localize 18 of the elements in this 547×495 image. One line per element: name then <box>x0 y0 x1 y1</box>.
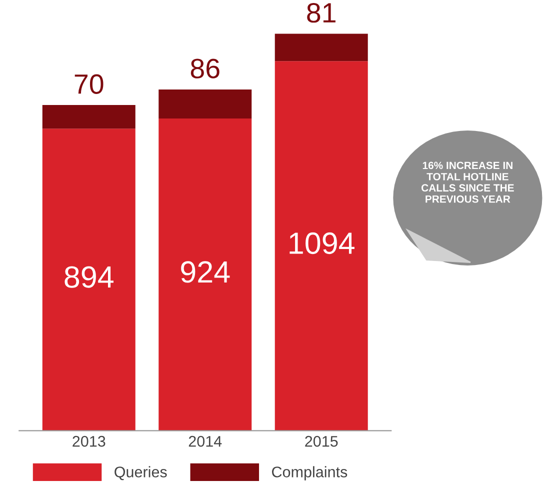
data-label: 894 <box>64 266 114 288</box>
bar <box>158 118 252 431</box>
text: 16% INCREASE IN TOTAL HOTLINE CALLS SINCE THE PREVIOUS YEAR <box>422 162 514 203</box>
bar <box>158 89 252 119</box>
x-tick-label: 2013 <box>72 436 106 447</box>
bar <box>42 128 136 431</box>
data-label: 70 <box>74 74 104 94</box>
legend-label: Complaints <box>272 466 348 480</box>
data-label: 81 <box>307 3 336 23</box>
legend-label: Queries <box>114 466 167 480</box>
bar <box>274 61 368 431</box>
x-tick-label: 2015 <box>305 436 338 447</box>
data-label: 86 <box>190 58 220 78</box>
bar <box>42 104 136 129</box>
data-label: 1094 <box>290 232 354 254</box>
bar <box>274 34 368 62</box>
data-label: 924 <box>181 261 230 283</box>
x-tick-label: 2014 <box>188 436 222 447</box>
